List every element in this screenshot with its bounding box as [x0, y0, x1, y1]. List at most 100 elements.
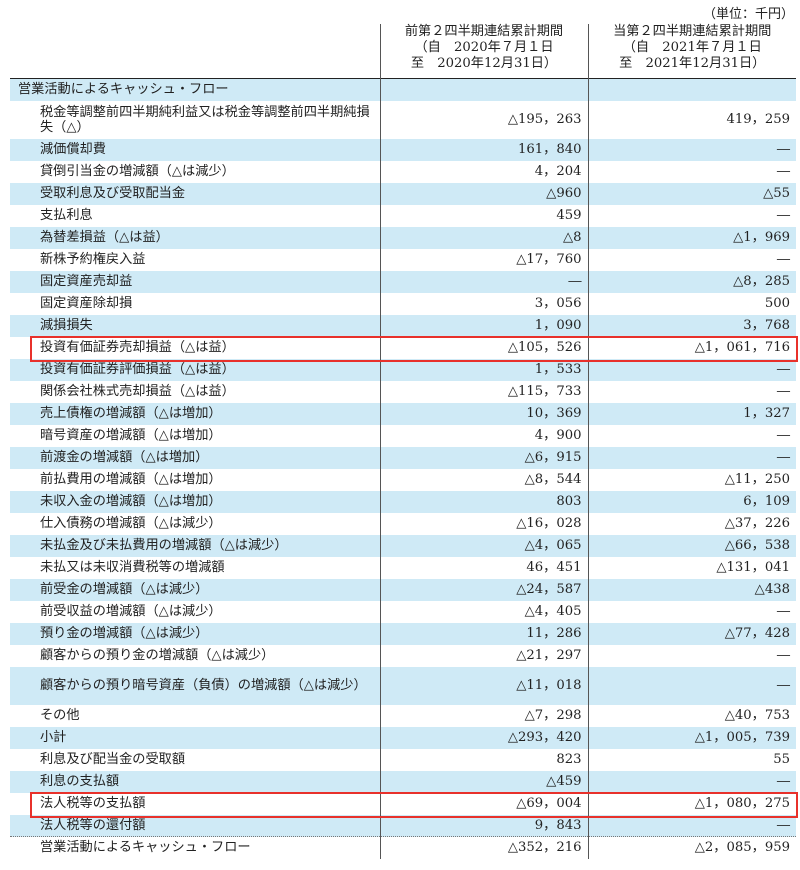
table-row: 前受収益の増減額（△は減少） △4，405 ― — [10, 600, 796, 623]
table-row: 支払利息 459 ― — [10, 204, 796, 227]
row-label: 未収入金の増減額（△は増加） — [10, 490, 380, 513]
row-prev-value: △4，405 — [379, 600, 588, 623]
row-prev-value: 4，900 — [379, 424, 588, 447]
table-row: 売上債権の増減額（△は増加） 10，369 1，327 — [10, 402, 796, 425]
row-cur-value: △1，969 — [587, 226, 796, 249]
table-row: 前払費用の増減額（△は増加） △8，544 △11，250 — [10, 468, 796, 491]
row-prev-value: 803 — [379, 490, 588, 513]
table-row: 税金等調整前四半期純利益又は税金等調整前四半期純損失（△） △195，263 419… — [10, 100, 796, 139]
header-cur-from: （自 2021年７月１日 — [622, 40, 762, 55]
row-label: 前受収益の増減額（△は減少） — [40, 604, 222, 619]
row-cur-value: △11，250 — [587, 468, 796, 491]
row-label: 法人税等の還付額 — [10, 814, 380, 837]
table-row: 預り金の増減額（△は減少） 11，286 △77，428 — [10, 622, 796, 645]
row-cur-value: ― — [587, 138, 796, 161]
row-label: 営業活動によるキャッシュ・フロー — [10, 78, 380, 101]
row-cur-value: ― — [587, 424, 796, 447]
row-cur-value: ― — [587, 666, 796, 705]
header-label-cell — [10, 24, 380, 79]
row-label: 暗号資産の増減額（△は増加） — [40, 428, 222, 443]
row-label: 営業活動によるキャッシュ・フロー — [40, 840, 251, 856]
row-prev-value: △960 — [379, 182, 588, 205]
row-cur-value: ― — [587, 204, 796, 227]
header-cur-period: 当第２四半期連結累計期間 （自 2021年７月１日 至 2021年12月31日） — [587, 24, 796, 79]
row-label: 未払又は未収消費税等の増減額 — [40, 560, 225, 575]
row-prev-value: △105，526 — [379, 336, 588, 359]
row-cur-value: 6，109 — [587, 490, 796, 513]
row-prev-value: 1，533 — [379, 358, 588, 381]
row-cur-value — [587, 78, 796, 101]
row-cur-value: ― — [587, 446, 796, 469]
table-row: 受取利息及び受取配当金 △960 △55 — [10, 182, 796, 205]
table-row: 関係会社株式売却損益（△は益） △115，733 ― — [10, 380, 796, 403]
header-cur-to: 至 2021年12月31日） — [619, 56, 766, 71]
row-prev-value: △11，018 — [379, 666, 588, 705]
row-prev-value: △459 — [379, 770, 588, 793]
row-cur-value: 55 — [587, 748, 796, 771]
row-label: 貸倒引当金の増減額（△は減少） — [40, 164, 235, 179]
row-label: 税金等調整前四半期純利益又は税金等調整前四半期純損失（△） — [40, 104, 370, 135]
row-cur-value: ― — [587, 248, 796, 271]
row-cur-value: 1，327 — [587, 402, 796, 425]
header-prev-title: 前第２四半期連結累計期間 — [404, 24, 564, 39]
row-cur-value: △2，085，959 — [587, 836, 796, 859]
row-label: 小計 — [10, 726, 380, 749]
row-prev-value: △24，587 — [379, 578, 588, 601]
row-prev-value: △69，004 — [379, 792, 588, 815]
row-cur-value: △1，005，739 — [587, 726, 796, 749]
row-label: 受取利息及び受取配当金 — [10, 182, 380, 205]
row-label: 仕入債務の増減額（△は減少） — [40, 516, 222, 531]
table-row: 為替差損益（△は益） △8 △1，969 — [10, 226, 796, 249]
row-cur-value: ― — [587, 814, 796, 837]
row-cur-value: ― — [587, 358, 796, 381]
row-label: 未払金及び未払費用の増減額（△は減少） — [10, 534, 380, 557]
table-row: 投資有価証券評価損益（△は益） 1，533 ― — [10, 358, 796, 381]
header-prev-to: 至 2020年12月31日） — [410, 56, 558, 71]
row-prev-value: △8，544 — [379, 468, 588, 491]
row-cur-value: △8，285 — [587, 270, 796, 293]
table-row: 投資有価証券売却損益（△は益） △105，526 △1，061，716 — [10, 336, 796, 359]
table-row: 固定資産除却損 3，056 500 — [10, 292, 796, 315]
header-cur-title: 当第２四半期連結累計期間 — [613, 24, 772, 39]
table-row: 減損損失 1，090 3，768 — [10, 314, 796, 337]
row-prev-value: △352，216 — [379, 836, 588, 859]
row-label: 為替差損益（△は益） — [10, 226, 380, 249]
table-row: 新株予約権戻入益 △17，760 ― — [10, 248, 796, 271]
table-row: 利息の支払額 △459 ― — [10, 770, 796, 793]
table-row: 未収入金の増減額（△は増加） 803 6，109 — [10, 490, 796, 513]
row-label: 投資有価証券売却損益（△は益） — [40, 340, 235, 355]
header-prev-period: 前第２四半期連結累計期間 （自 2020年７月１日 至 2020年12月31日） — [379, 24, 588, 79]
table-row: 法人税等の還付額 9，843 ― — [10, 814, 796, 837]
row-prev-value: △8 — [379, 226, 588, 249]
table-row: 減価償却費 161，840 ― — [10, 138, 796, 161]
table-row: 顧客からの預り暗号資産（負債）の増減額（△は減少） △11，018 ― — [10, 666, 796, 705]
row-cur-value: △131，041 — [587, 556, 796, 579]
table-row: 前受金の増減額（△は減少） △24，587 △438 — [10, 578, 796, 601]
table-row: 未払金及び未払費用の増減額（△は減少） △4，065 △66，538 — [10, 534, 796, 557]
table-row: 前渡金の増減額（△は増加） △6，915 ― — [10, 446, 796, 469]
row-prev-value: △17，760 — [379, 248, 588, 271]
row-label: 固定資産除却損 — [40, 296, 133, 311]
row-label: 利息及び配当金の受取額 — [40, 752, 186, 767]
unit-label: （単位：千円） — [702, 7, 794, 22]
row-cur-value: ― — [587, 380, 796, 403]
table-row: 貸倒引当金の増減額（△は減少） 4，204 ― — [10, 160, 796, 183]
row-prev-value: 46，451 — [379, 556, 588, 579]
row-cur-value: △40，753 — [587, 704, 796, 727]
table-row: その他 △7，298 △40，753 — [10, 704, 796, 727]
table-row: 暗号資産の増減額（△は増加） 4，900 ― — [10, 424, 796, 447]
row-prev-value: 1，090 — [379, 314, 588, 337]
table-row: 法人税等の支払額 △69，004 △1，080，275 — [10, 792, 796, 815]
row-prev-value: △6，915 — [379, 446, 588, 469]
row-prev-value: △4，065 — [379, 534, 588, 557]
row-label: 新株予約権戻入益 — [40, 252, 146, 267]
row-prev-value: 4，204 — [379, 160, 588, 183]
row-cur-value: △37，226 — [587, 512, 796, 535]
row-cur-value: ― — [587, 644, 796, 667]
header-row: 前第２四半期連結累計期間 （自 2020年７月１日 至 2020年12月31日）… — [10, 24, 796, 79]
table-row: 利息及び配当金の受取額 823 55 — [10, 748, 796, 771]
row-label: 前払費用の増減額（△は増加） — [40, 472, 222, 487]
row-cur-value: △66，538 — [587, 534, 796, 557]
row-label: その他 — [40, 708, 80, 723]
